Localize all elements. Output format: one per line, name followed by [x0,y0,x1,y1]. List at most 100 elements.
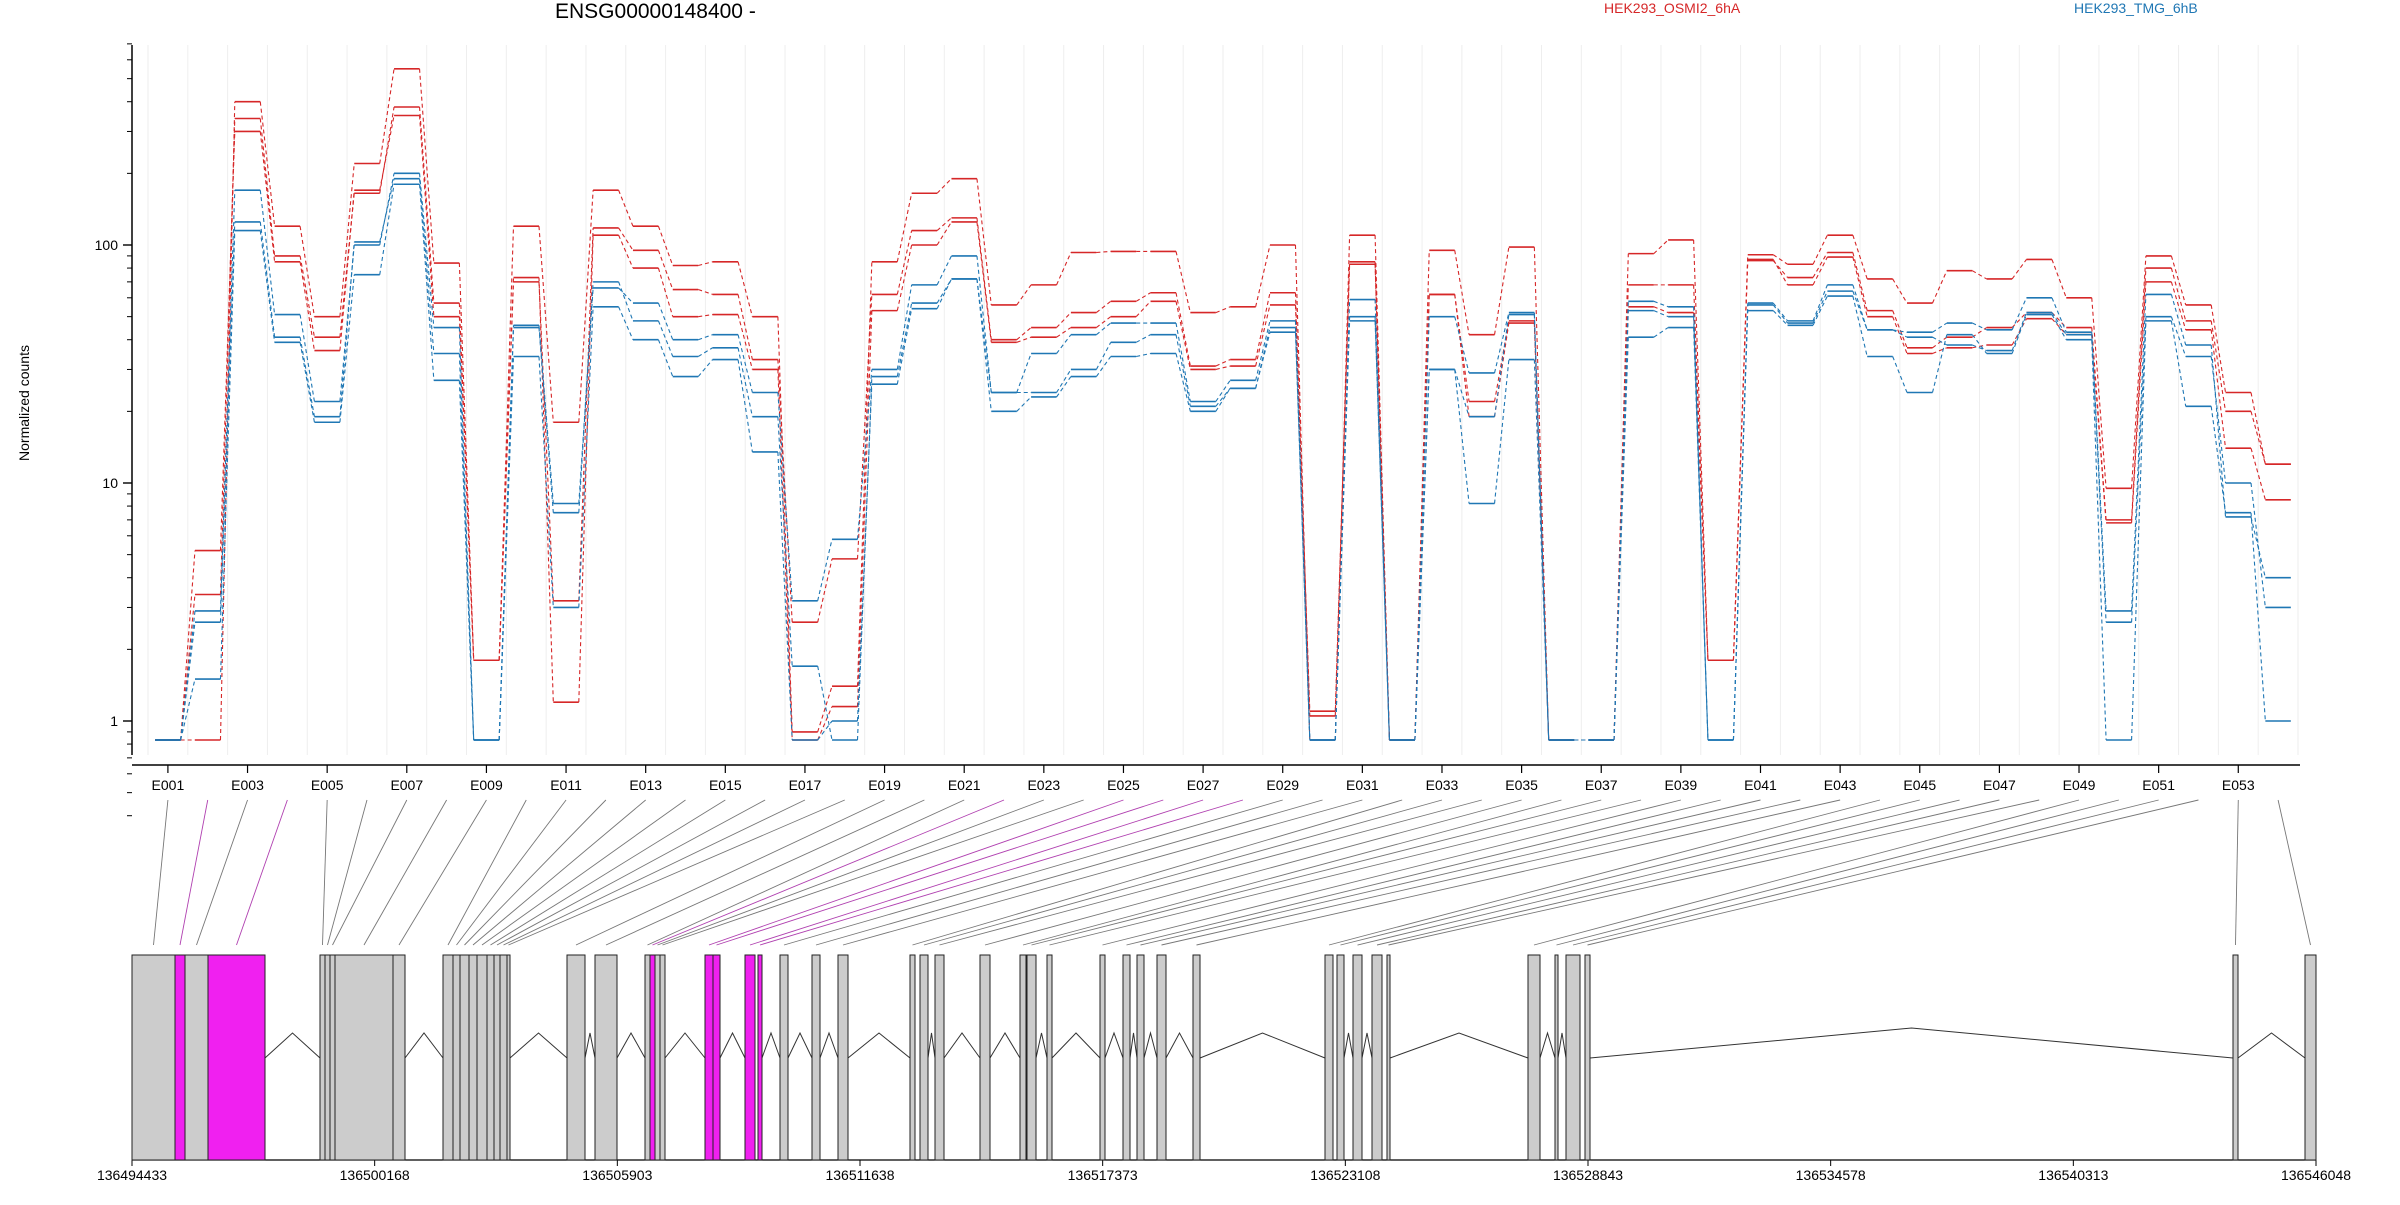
series-connector [578,235,594,703]
series-connector [936,221,952,246]
exon-link [1376,799,2000,946]
exon-link [657,799,1044,946]
exon-link [196,799,248,946]
series-connector [1175,292,1191,367]
intron-line [1539,1031,1556,1059]
series-connector [418,184,435,381]
series-connector [2011,318,2027,346]
intron-line [404,1032,444,1059]
intron-line [1589,1027,2234,1059]
series-connector [1892,278,1908,304]
exon-box [919,954,929,1161]
x-tick-label: E033 [1426,777,1459,793]
intron-line [1199,1032,1326,1059]
series-connector [817,558,833,623]
exon-link [815,799,1323,946]
series-connector [737,314,753,370]
exon-link [464,799,607,946]
y-axis-label: Normalized counts [16,345,32,461]
series-connector [339,190,355,351]
x-tick-label: E003 [231,777,264,793]
series-connector [697,359,713,377]
series-connector [856,384,873,722]
series-connector [1016,396,1032,412]
series-connector [817,706,833,741]
series-connector [698,314,713,318]
series-connector [2011,312,2027,328]
series-connector [379,173,395,246]
exon-box [324,954,331,1161]
series-connector [458,263,475,661]
series-connector [1095,342,1112,370]
series-connector [1533,314,1550,741]
series-connector [1056,369,1072,393]
series-connector [458,380,475,741]
x-tick-label: E051 [2142,777,2175,793]
series-connector [896,308,913,385]
x-tick-label: E045 [1903,777,1936,793]
series-connector [976,178,992,305]
series-connector [698,334,713,341]
series-connector [1414,369,1430,741]
series-connector [2091,339,2107,741]
series-connector [1852,295,1868,357]
series-connector [657,267,674,317]
series-connector [1175,334,1191,407]
series-connector [578,190,594,423]
x-tick-label: E019 [868,777,901,793]
exon-box [1584,954,1591,1161]
exon-link [749,799,1204,946]
exon-box [644,954,651,1161]
exon-link [1556,799,2119,946]
exon-link [605,799,925,946]
series-connector [299,314,315,402]
exon-box [2232,954,2239,1161]
exon-box [659,954,666,1161]
series-connector [1493,359,1510,504]
series-connector [1653,239,1669,255]
series-connector [418,106,435,304]
series-connector [618,287,634,304]
exon-link [1340,799,1920,946]
intron-line [761,1031,781,1059]
exon-box [1046,954,1053,1161]
series-connector [418,68,435,264]
series-connector [538,327,554,513]
series-connector [1135,300,1151,318]
x-tick-label: E001 [152,777,185,793]
series-connector [1972,344,1987,352]
series-connector [1732,310,1749,741]
x-tick-label: E025 [1107,777,1140,793]
series-connector [339,241,355,417]
series-connector [1693,239,1709,661]
series-connector [1135,334,1151,343]
exon-link [1140,799,1761,946]
series-connector [2210,356,2227,484]
exon-link [503,799,806,946]
series-connector [2131,255,2147,489]
exon-box [704,954,714,1161]
series-connector [379,106,395,194]
series-connector [1135,292,1151,302]
series-connector [1175,322,1191,402]
series-connector [1772,310,1788,326]
series-connector [896,284,913,370]
x-tick-label: E023 [1027,777,1060,793]
series-connector [1812,295,1828,326]
series-connector [379,68,395,164]
series-6 [155,183,2291,741]
series-connector [1932,347,1948,355]
intron-line [264,1032,321,1059]
exon-link [708,799,1124,946]
series-connector [219,118,236,595]
series-connector [578,306,594,608]
series-connector [1772,254,1788,265]
genome-tick-label: 136494433 [97,1167,167,1183]
series-connector [1454,369,1470,504]
genome-tick-label: 136540313 [2038,1167,2108,1183]
series-connector [1414,294,1430,741]
series-connector [737,261,753,317]
exon-box [1099,954,1106,1161]
series-connector [618,306,634,340]
